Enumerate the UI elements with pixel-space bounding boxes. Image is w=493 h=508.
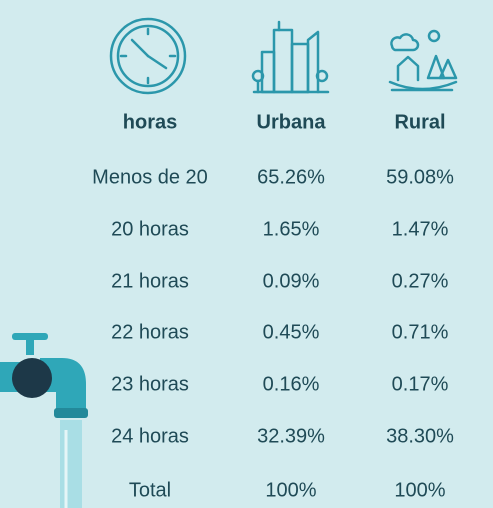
clock-icon xyxy=(111,19,185,93)
cell-value: 1.47% xyxy=(392,218,449,240)
cell-value: 0.27% xyxy=(392,270,449,292)
row-label: 24 horas xyxy=(111,425,189,447)
row-label: 20 horas xyxy=(111,218,189,240)
faucet-icon xyxy=(0,333,88,508)
row-label: 23 horas xyxy=(111,373,189,395)
row-label: 21 horas xyxy=(111,270,189,292)
cell-value: 38.30% xyxy=(386,425,454,447)
table: horas Urbana Rural Menos de 20 65.26% 59.08% 2… xyxy=(92,111,454,501)
cell-value: 100% xyxy=(394,479,445,501)
infographic: horas Urbana Rural Menos de 20 65.26% 59.08% 2… xyxy=(0,0,493,508)
cell-value: 0.71% xyxy=(392,321,449,343)
column-header: Urbana xyxy=(257,111,327,133)
cell-value: 0.16% xyxy=(263,373,320,395)
cell-value: 0.17% xyxy=(392,373,449,395)
cell-value: 59.08% xyxy=(386,166,454,188)
cell-value: 32.39% xyxy=(257,425,325,447)
cell-value: 0.09% xyxy=(263,270,320,292)
row-label: 22 horas xyxy=(111,321,189,343)
column-header: Rural xyxy=(394,111,445,133)
cell-value: 0.45% xyxy=(263,321,320,343)
cell-value: 65.26% xyxy=(257,166,325,188)
column-header: horas xyxy=(123,111,177,133)
city-icon xyxy=(253,22,328,92)
cell-value: 1.65% xyxy=(263,218,320,240)
row-label: Menos de 20 xyxy=(92,166,208,188)
row-label: Total xyxy=(129,479,171,501)
rural-icon xyxy=(390,31,456,90)
cell-value: 100% xyxy=(265,479,316,501)
